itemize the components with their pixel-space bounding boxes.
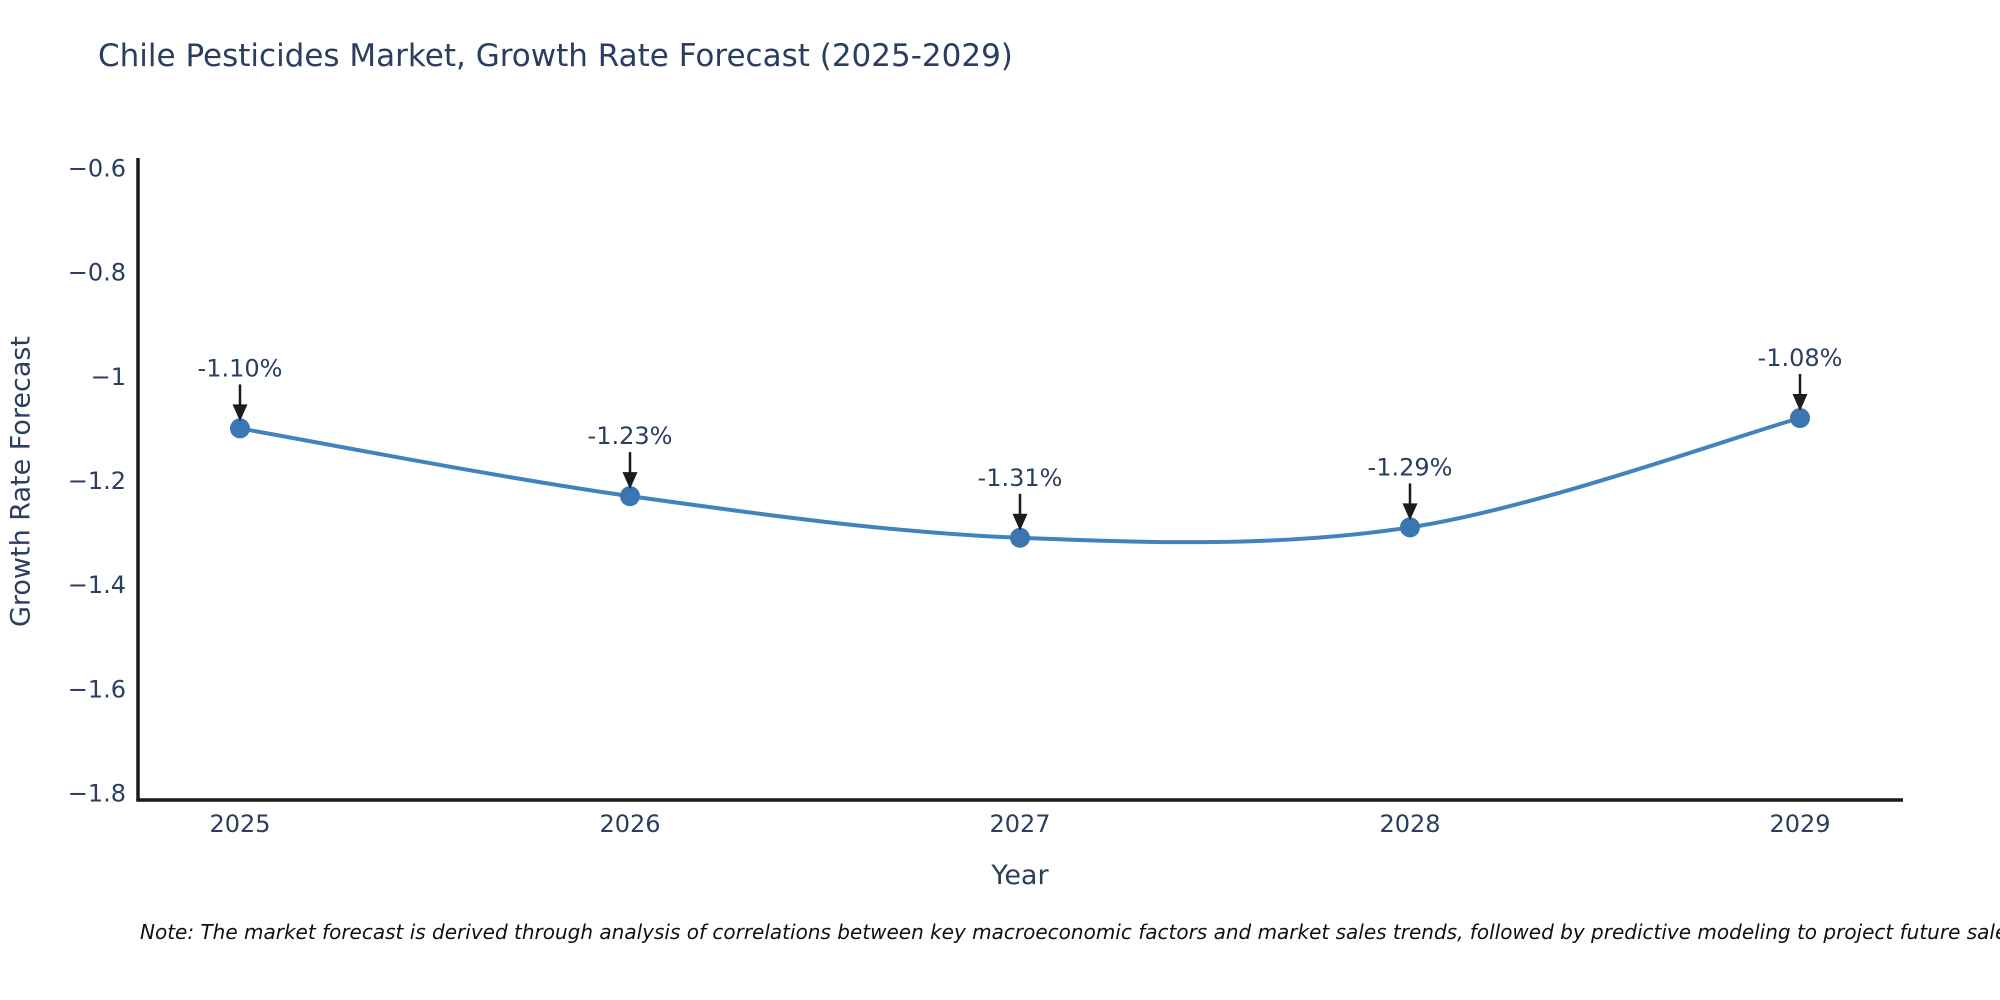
footnote: Note: The market forecast is derived thr… [140, 920, 2000, 944]
annotation-arrowhead-icon [622, 472, 638, 490]
annotation-arrowhead-icon [232, 404, 248, 422]
data-point-marker [1790, 408, 1810, 428]
x-axis-title: Year [991, 860, 1049, 891]
data-point-label: -1.23% [588, 422, 673, 450]
chart-title: Chile Pesticides Market, Growth Rate For… [98, 38, 1013, 74]
y-axis-tick-label: −1.4 [68, 571, 126, 599]
y-axis-tick-label: −1.6 [68, 675, 126, 703]
y-axis-tick-label: −0.6 [68, 155, 126, 183]
data-point-marker [1400, 517, 1420, 538]
annotation-arrowhead-icon [1402, 503, 1418, 521]
annotation-arrowhead-icon [1012, 513, 1028, 531]
data-point-marker [620, 486, 640, 507]
x-axis-tick-label: 2029 [1769, 810, 1830, 838]
x-axis-tick-label: 2027 [989, 810, 1050, 838]
x-axis-tick-label: 2026 [599, 810, 660, 838]
annotation-arrowhead-icon [1792, 394, 1808, 411]
x-axis-tick-label: 2028 [1379, 810, 1440, 838]
y-axis-tick-label: −1 [91, 363, 126, 391]
data-point-label: -1.08% [1758, 344, 1843, 372]
data-point-label: -1.10% [198, 354, 283, 382]
y-axis-tick-label: −1.2 [68, 467, 126, 495]
y-axis-tick-label: −0.8 [68, 259, 126, 287]
y-axis-tick-label: −1.8 [68, 780, 126, 808]
data-point-marker [1010, 527, 1030, 548]
data-point-label: -1.31% [978, 464, 1063, 492]
y-axis-title: Growth Rate Forecast [5, 335, 37, 628]
data-point-label: -1.29% [1368, 453, 1453, 481]
x-axis-tick-label: 2025 [209, 810, 270, 838]
data-point-marker [230, 418, 250, 439]
